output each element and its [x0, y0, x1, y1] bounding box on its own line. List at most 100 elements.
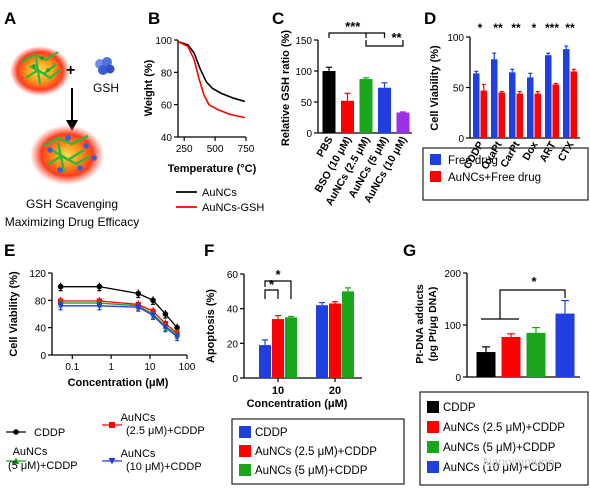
category-label: CTX	[556, 140, 577, 164]
x-axis-title: Concentration (μM)	[247, 398, 348, 410]
y-tick-label: 0	[40, 351, 46, 362]
bar	[378, 87, 391, 133]
significance-label: *	[532, 21, 537, 35]
x-tick-label: 100	[179, 362, 196, 373]
bar	[473, 73, 480, 138]
legend-label: AuNCs (10 μM)+CDDP	[443, 462, 562, 474]
bar	[501, 336, 521, 377]
bar	[341, 100, 354, 133]
legend-marker	[13, 429, 19, 435]
bar	[552, 84, 559, 138]
y-tick-label: 50	[453, 84, 465, 95]
data-point	[162, 311, 169, 317]
bar	[570, 71, 577, 138]
data-point	[96, 283, 103, 290]
panel-letter-e: E	[4, 241, 15, 260]
x-axis-title: Concentration (μM)	[68, 377, 169, 389]
legend-label-line1: AuNCs	[121, 448, 156, 460]
data-point	[135, 304, 142, 311]
bar	[322, 71, 336, 133]
significance-bracket	[328, 32, 386, 38]
data-point	[174, 324, 180, 331]
panel-a: + GSH GSH Scavenging Maximizing Drug Eff…	[5, 46, 139, 229]
legend-label-line2: (2.5 μM)+CDDP	[126, 425, 205, 437]
data-point	[96, 303, 103, 309]
bar	[285, 317, 297, 378]
y-axis-title: Weight (%)	[143, 59, 155, 116]
bar	[555, 313, 575, 377]
y-tick-label: 60	[161, 101, 173, 112]
bar	[545, 55, 552, 138]
legend-swatch	[239, 426, 251, 438]
significance-label: *	[478, 21, 483, 35]
y-tick-label: 0	[232, 374, 238, 385]
bar	[329, 303, 341, 378]
significance-label: **	[391, 30, 402, 45]
y-tick-label: 80	[35, 296, 47, 307]
y-tick-label: 40	[35, 324, 47, 335]
panel-letter-a: A	[4, 9, 16, 28]
data-point	[150, 312, 157, 319]
y-tick-label: 50	[301, 98, 313, 109]
legend-marker	[12, 457, 20, 464]
bar	[509, 72, 516, 138]
significance-bracket	[499, 289, 566, 319]
y-axis-title: Cell Viability (%)	[429, 45, 441, 131]
y-tick-label: 100	[295, 67, 312, 78]
y-tick-label: 0	[306, 129, 312, 140]
y-tick-label: 120	[29, 269, 46, 280]
y-tick-label: 100	[447, 33, 464, 44]
significance-label: *	[269, 277, 275, 292]
bar	[526, 332, 546, 377]
significance-label: **	[493, 21, 503, 35]
y-tick-label: 40	[227, 305, 239, 316]
legend-label: CDDP	[443, 402, 476, 414]
y-tick-label: 0	[458, 134, 464, 145]
bar	[359, 79, 373, 133]
data-point	[174, 334, 181, 340]
legend-swatch	[239, 445, 251, 457]
gsh-molecule-icon	[95, 57, 115, 75]
y-tick-label: 20	[227, 339, 239, 350]
legend-swatch	[427, 461, 439, 473]
significance-label: *	[531, 274, 537, 289]
legend-label-line1: AuNCs	[13, 446, 48, 458]
y-tick-label: 200	[444, 269, 461, 280]
data-point	[57, 303, 64, 309]
legend-marker	[108, 458, 116, 465]
x-tick-label: 500	[207, 144, 224, 155]
bar	[272, 319, 284, 378]
y-axis-title-line2: (pg Pt/μg DNA)	[427, 287, 439, 362]
bar	[476, 352, 496, 377]
aunc-particle-icon	[10, 46, 70, 96]
x-axis-title: Temperature (°C)	[168, 163, 257, 175]
gsh-label: GSH	[93, 81, 119, 95]
significance-label: ***	[545, 21, 559, 35]
y-tick-label: 0	[455, 373, 461, 384]
bar	[342, 291, 354, 378]
significance-bracket	[264, 280, 292, 299]
y-tick-label: 40	[161, 133, 173, 144]
legend-label-line2: (10 μM)+CDDP	[126, 461, 202, 473]
watermark: Nanoimmuno	[483, 455, 555, 469]
bar	[259, 345, 271, 378]
bar	[498, 92, 505, 138]
x-tick-label: 1	[108, 362, 114, 373]
legend-label: AuNCs+Free drug	[448, 172, 541, 184]
category-label: CarPt	[498, 139, 523, 170]
x-tick-label: 250	[176, 144, 193, 155]
y-tick-label: 80	[161, 68, 173, 79]
legend-swatch	[430, 171, 441, 182]
y-tick-label: 150	[295, 36, 312, 47]
legend-box	[419, 391, 589, 486]
data-point	[57, 283, 64, 290]
legend-label: AuNCs (5 μM)+CDDP	[443, 442, 556, 454]
panel-letter-g: G	[403, 241, 416, 260]
plus-sign: +	[66, 62, 75, 79]
significance-bracket	[365, 40, 404, 47]
legend-label: AuNCs (2.5 μM)+CDDP	[255, 446, 377, 458]
legend-swatch	[427, 421, 439, 433]
data-point	[150, 297, 156, 304]
